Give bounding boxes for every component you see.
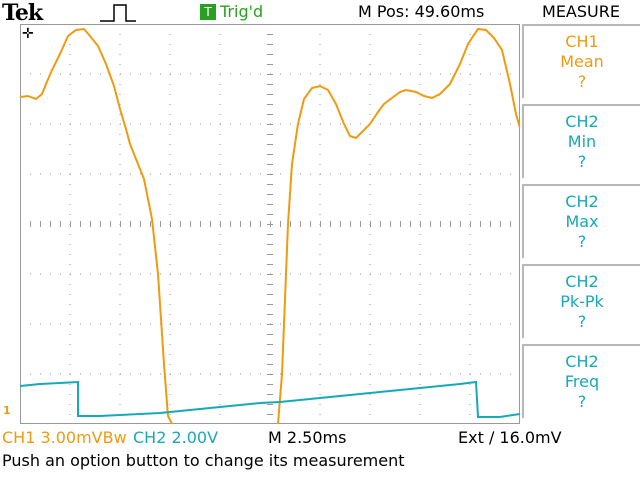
measure-slot-5[interactable]: CH2 Freq ? xyxy=(522,344,640,418)
timebase: M 2.50ms xyxy=(268,428,347,447)
top-bar: Tek T Trig'd M Pos: 49.60ms xyxy=(0,0,520,26)
measure-value: ? xyxy=(577,152,587,171)
horizontal-position: M Pos: 49.60ms xyxy=(358,2,485,21)
status-bar: CH1 3.00mVBw CH2 2.00V M 2.50ms Ext ∕ 16… xyxy=(0,428,640,448)
measure-type: Mean xyxy=(560,52,604,71)
measure-slot-1[interactable]: CH1 Mean ? xyxy=(522,24,640,98)
ch2-scale: CH2 2.00V xyxy=(133,428,219,447)
measure-menu: MEASURE CH1 Mean ? CH2 Min ? CH2 Max ? C… xyxy=(522,0,640,428)
ch1-scale: CH1 3.00mVBw xyxy=(2,428,127,447)
measure-value: ? xyxy=(577,232,587,251)
measure-source: CH2 xyxy=(565,352,599,371)
measure-slot-3[interactable]: CH2 Max ? xyxy=(522,184,640,258)
measure-menu-title: MEASURE xyxy=(542,2,620,21)
measure-source: CH2 xyxy=(565,192,599,211)
ground-marker: ✛ xyxy=(22,26,34,42)
brand-logo: Tek xyxy=(2,0,43,26)
trigger-level: Ext ∕ 16.0mV xyxy=(458,428,562,447)
measure-type: Freq xyxy=(564,372,600,391)
measure-source: CH2 xyxy=(565,112,599,131)
measure-value: ? xyxy=(577,312,587,331)
ch2-waveform xyxy=(20,380,520,418)
measure-type: Pk-Pk xyxy=(560,292,604,311)
trigger-badge: T xyxy=(200,4,216,20)
measure-type: Max xyxy=(565,212,599,231)
measure-slot-2[interactable]: CH2 Min ? xyxy=(522,104,640,178)
measure-source: CH1 xyxy=(565,32,599,51)
measure-slot-4[interactable]: CH2 Pk-Pk ? xyxy=(522,264,640,338)
help-message: Push an option button to change its meas… xyxy=(2,451,405,470)
graticule xyxy=(20,24,520,424)
waveform-display: ✛ xyxy=(20,24,520,424)
ch1-waveform xyxy=(20,27,173,424)
trigger-status-label: Trig'd xyxy=(220,2,264,21)
measure-type: Min xyxy=(567,132,597,151)
measure-value: ? xyxy=(577,72,587,91)
ch1-ground-marker: 1 xyxy=(3,404,11,417)
trigger-edge-icon xyxy=(100,4,136,22)
ch1-waveform-2 xyxy=(277,27,520,424)
measure-value: ? xyxy=(577,392,587,411)
measure-source: CH2 xyxy=(565,272,599,291)
trigger-status: T Trig'd xyxy=(200,2,263,21)
